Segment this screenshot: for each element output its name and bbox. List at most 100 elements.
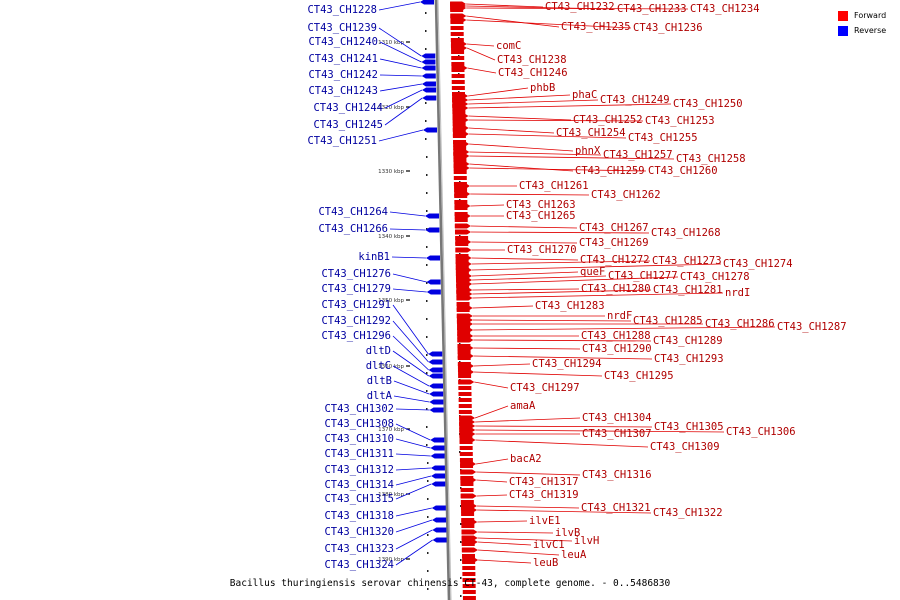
reverse-gene-label: CT43_CH1318 <box>324 510 394 522</box>
scale-dot <box>427 588 429 590</box>
reverse-gene-label: CT43_CH1276 <box>321 268 391 280</box>
scale-dot <box>426 426 428 428</box>
reverse-gene-arrow <box>431 473 446 479</box>
reverse-gene: CT43_CH1241 <box>308 53 436 71</box>
forward-gene-block <box>461 542 475 546</box>
forward-gene-label: CT43_CH1319 <box>509 489 579 501</box>
forward-gene-block <box>459 452 473 456</box>
forward-gene-label: CT43_CH1304 <box>582 412 652 424</box>
reverse-gene-leader <box>378 129 424 142</box>
reverse-gene-label: CT43_CH1291 <box>321 299 391 311</box>
forward-gene-leader <box>470 193 590 196</box>
forward-gene-block <box>450 2 464 6</box>
forward-gene-leader <box>468 87 529 97</box>
forward-gene-block <box>460 470 474 474</box>
reverse-gene-leader <box>395 483 432 500</box>
reverse-gene-arrow <box>428 373 443 379</box>
forward-gene-label: phnX <box>575 145 601 157</box>
forward-gene-label: CT43_CH1255 <box>628 132 698 144</box>
reverse-gene-leader <box>389 211 426 217</box>
forward-gene-leader <box>468 133 627 139</box>
forward-gene-leader <box>466 15 560 28</box>
reverse-gene-arrow <box>431 481 446 487</box>
reverse-gene-label: dltA <box>367 390 393 402</box>
reverse-gene-label: CT43_CH1245 <box>313 119 383 131</box>
forward-gene-leader <box>477 520 528 523</box>
forward-gene-block <box>453 158 467 162</box>
reverse-gene-leader <box>395 475 432 486</box>
forward-gene-leader <box>474 405 509 419</box>
forward-gene-leader <box>476 494 508 497</box>
reverse-gene-label: CT43_CH1312 <box>324 464 394 476</box>
scale-dot <box>426 228 428 230</box>
tick-label: 1390 kbp <box>378 557 404 563</box>
tick-label: 1340 kbp <box>378 234 404 240</box>
forward-gene: CT43_CH1297 <box>458 379 580 394</box>
forward-gene-leader <box>469 143 574 152</box>
forward-gene-label: CT43_CH1234 <box>690 3 760 15</box>
forward-gene-block <box>456 296 470 300</box>
forward-gene-block <box>452 110 466 114</box>
reverse-gene-arrow <box>421 59 436 65</box>
forward-gene-label: CT43_CH1249 <box>600 94 670 106</box>
forward-gene-label: CT43_CH1263 <box>506 199 576 211</box>
reverse-gene-leader <box>392 335 429 371</box>
forward-gene-leader <box>477 509 652 514</box>
forward-gene-leader <box>471 231 650 234</box>
forward-gene-label: CT43_CH1286 <box>705 318 775 330</box>
forward-gene-block <box>457 338 471 342</box>
reverse-gene: CT43_CH1318 <box>324 505 446 522</box>
forward-gene-block <box>457 368 471 372</box>
forward-gene-block <box>460 494 474 498</box>
forward-gene-leader <box>473 339 652 342</box>
forward-gene-block <box>459 458 473 462</box>
forward-gene-label: ilvC1 <box>533 539 565 551</box>
forward-gene-block <box>458 374 472 378</box>
reverse-gene-label: CT43_CH1244 <box>313 102 383 114</box>
reverse-gene-label: kinB1 <box>358 251 390 263</box>
forward-gene-block <box>453 140 467 144</box>
forward-gene-block <box>454 224 468 228</box>
forward-gene-block <box>462 596 476 600</box>
reverse-gene-arrow <box>420 0 435 5</box>
tick-label: 1380 kbp <box>378 492 404 498</box>
forward-gene-label: CT43_CH1270 <box>507 244 577 256</box>
forward-gene-leader <box>477 537 573 542</box>
scale-dot <box>460 523 462 525</box>
reverse-gene-leader <box>392 273 427 283</box>
forward-gene-block <box>459 416 473 420</box>
reverse-gene-arrow <box>425 213 440 219</box>
forward-gene-label: CT43_CH1254 <box>556 127 626 139</box>
genome-caption: Bacillus thuringiensis serovar chinensis… <box>229 578 671 589</box>
forward-strand-genes: CT43_CH1232 CT43_CH1233 CT43_CH1234CT43_CH… <box>450 1 847 600</box>
forward-gene-leader <box>470 204 505 207</box>
forward-gene-block <box>457 362 471 366</box>
scale-dot <box>460 595 462 597</box>
reverse-gene: CT43_CH1292 <box>321 315 443 365</box>
scale-dot <box>426 372 428 374</box>
forward-gene-block <box>453 146 467 150</box>
tick-label: 1350 kbp <box>378 298 404 304</box>
forward-gene-leader <box>477 531 554 534</box>
legend-label-reverse: Reverse <box>854 26 887 35</box>
reverse-gene: CT43_CH1314 <box>324 473 446 491</box>
forward-gene-label: phbB <box>530 82 555 94</box>
reverse-gene: CT43_CH1243 <box>308 81 436 97</box>
forward-gene-block <box>454 230 468 234</box>
forward-gene-block <box>462 554 476 558</box>
forward-gene-leader <box>475 429 725 433</box>
forward-gene-block <box>452 116 466 120</box>
forward-gene-block <box>455 266 469 270</box>
reverse-gene-leader <box>392 365 430 387</box>
reverse-gene-label: CT43_CH1302 <box>324 403 394 415</box>
forward-gene-label: CT43_CH1250 <box>673 98 743 110</box>
scale-dot <box>426 444 428 446</box>
reverse-gene-arrow <box>422 87 437 93</box>
forward-gene-label: ilvH <box>574 535 599 547</box>
forward-gene-block <box>453 152 467 156</box>
reverse-gene: CT43_CH1228 <box>307 0 435 16</box>
forward-gene-block <box>459 434 473 438</box>
forward-gene-block <box>458 404 472 408</box>
kbp-scale: 1310 kbp 1320 kbp 1330 kbp 1340 kbp 1350 kbp… <box>378 12 462 597</box>
